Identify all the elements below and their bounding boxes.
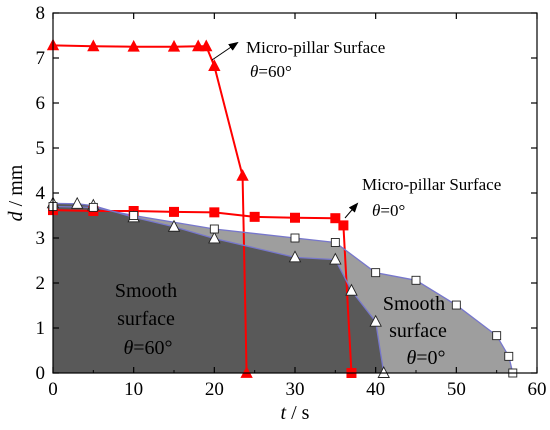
smooth60-point [288, 250, 302, 263]
y-axis-title: d / mm [5, 164, 27, 221]
x-axis-unit: / s [286, 402, 310, 424]
smooth60-theta: θ [123, 337, 133, 359]
smooth60-point [369, 314, 382, 327]
pillar0-point [290, 212, 300, 223]
pillar0-point [249, 211, 260, 222]
pillar0-point [209, 207, 220, 218]
smooth0-angle-value: =0° [416, 347, 445, 369]
y-tick-label: 1 [36, 318, 46, 339]
pillar0-angle: θ=0° [372, 201, 405, 220]
smooth60-label-line1: Smooth [115, 280, 177, 302]
pillar60-point [87, 39, 100, 52]
x-tick-label: 0 [48, 379, 58, 400]
pillar60-theta: θ [250, 62, 258, 81]
x-tick-label: 40 [366, 379, 385, 400]
y-axis-variable: d [5, 210, 27, 221]
pillar0-point [338, 220, 349, 231]
smooth0-point [504, 351, 514, 361]
smooth0-point [371, 268, 381, 278]
y-tick-label: 8 [36, 3, 46, 24]
y-tick-label: 3 [36, 228, 46, 249]
x-tick-label: 10 [124, 379, 143, 400]
pillar0-label: Micro-pillar Surface [362, 175, 501, 194]
pillar60-point [167, 39, 181, 52]
pillar0-angle-value: =0° [380, 201, 405, 220]
y-tick-label: 6 [36, 93, 46, 114]
pillar0-theta: θ [372, 201, 380, 220]
smooth0-theta: θ [406, 347, 416, 369]
smooth60-point [329, 252, 342, 265]
smooth0-point [129, 211, 139, 220]
pillar60-point [240, 366, 253, 378]
pillar60-point [208, 59, 221, 71]
smooth0-label-line1: Smooth [383, 293, 445, 315]
smooth60-point [167, 219, 181, 232]
smooth0-point [330, 238, 340, 247]
pillar60-arrow [211, 41, 239, 61]
pillar60-point [200, 39, 213, 52]
x-tick-label: 30 [286, 379, 305, 400]
y-tick-label: 5 [36, 138, 46, 159]
x-tick-label: 60 [528, 379, 547, 400]
x-axis-variable: t [281, 402, 287, 424]
smooth60-point [208, 231, 221, 244]
smooth60-point [377, 366, 390, 378]
smooth0-point [492, 331, 502, 341]
smooth60-point [70, 196, 84, 209]
x-axis-title: t / s [281, 402, 310, 424]
smooth60-angle-value: =60° [133, 337, 172, 359]
pillar0-arrow [344, 202, 359, 219]
smooth60-angle: θ=60° [123, 337, 172, 359]
smooth0-label-line2: surface [389, 320, 447, 342]
pillar60-point [127, 39, 140, 52]
smooth0-point [451, 300, 461, 310]
smooth0-point [411, 275, 421, 285]
smooth60-area [53, 203, 384, 373]
smooth0-point [88, 202, 98, 212]
smooth0-angle: θ=0° [406, 347, 445, 369]
pillar60-point [236, 169, 249, 181]
y-tick-label: 2 [36, 273, 46, 294]
pillar0-point [330, 213, 341, 224]
pillar60-angle: θ=60° [250, 62, 292, 81]
pillar60-point [192, 39, 205, 52]
pillar60-angle-value: =60° [258, 62, 291, 81]
smooth60-point [345, 283, 358, 296]
y-axis-unit: / mm [5, 164, 27, 211]
smooth0-point [290, 233, 300, 243]
smooth60-label-line2: surface [117, 308, 175, 330]
area-layer [53, 203, 513, 373]
marker-layer [46, 38, 518, 378]
smooth0-point [209, 224, 219, 234]
y-tick-label: 4 [36, 183, 46, 204]
x-tick-label: 50 [447, 379, 466, 400]
x-tick-label: 20 [205, 379, 224, 400]
pillar60-label: Micro-pillar Surface [246, 38, 385, 57]
y-tick-label: 0 [36, 363, 46, 384]
tick-layer: 0 10 20 30 40 50 60 0 1 2 3 4 5 6 7 8 [36, 3, 547, 400]
pillar0-point [169, 206, 179, 217]
y-tick-label: 7 [36, 48, 46, 69]
